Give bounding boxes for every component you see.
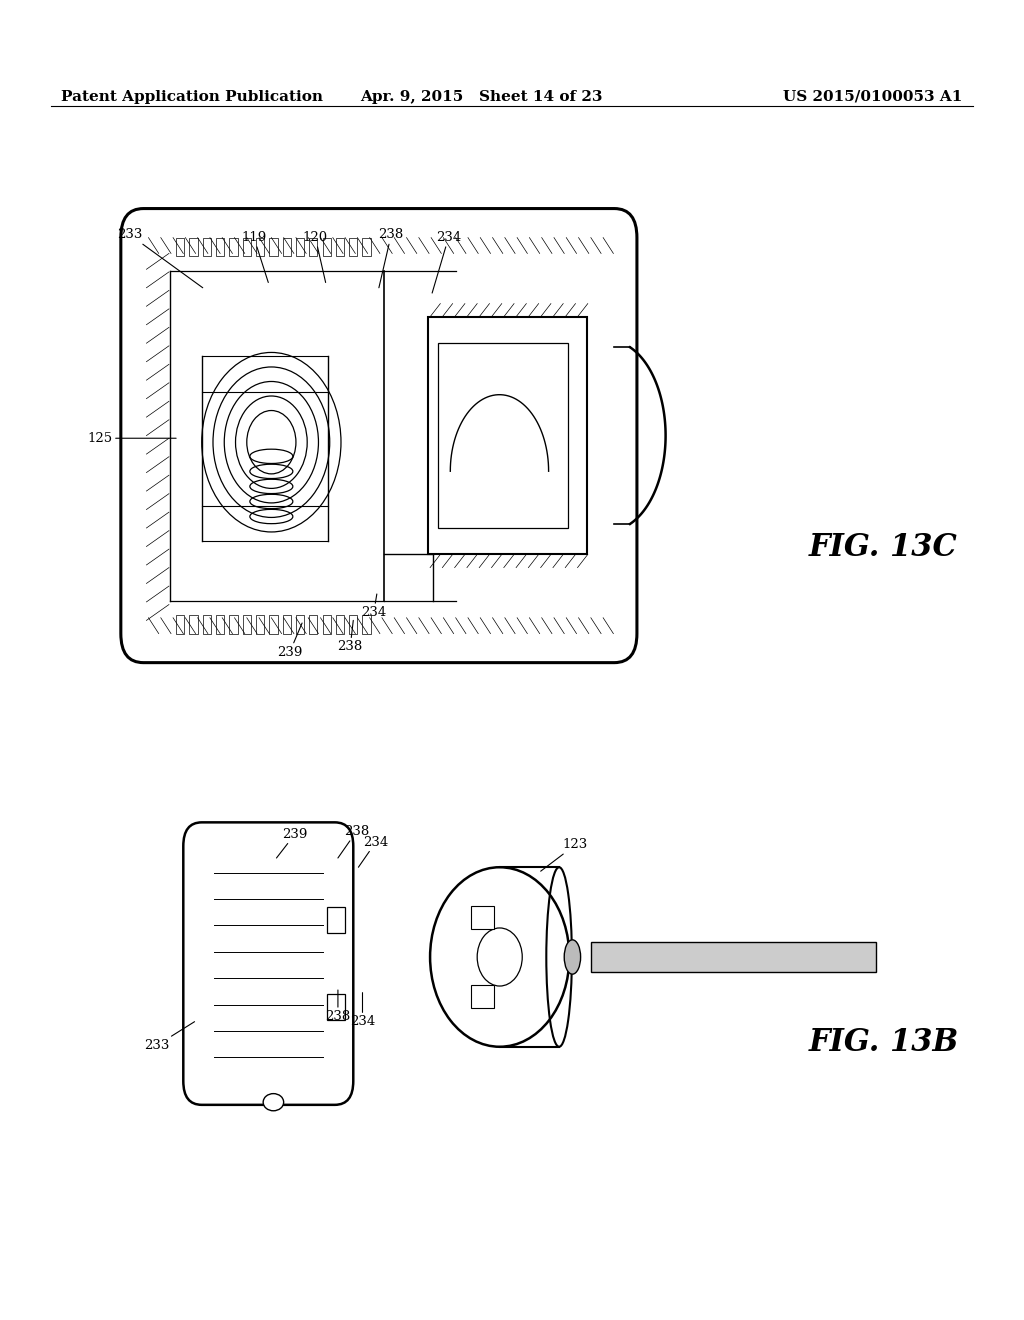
Bar	[309, 615, 317, 634]
Bar	[296, 238, 304, 256]
Bar	[471, 906, 494, 929]
Bar	[176, 238, 184, 256]
Bar	[362, 238, 371, 256]
Bar	[189, 238, 198, 256]
Text: 238: 238	[338, 620, 362, 653]
Bar	[323, 238, 331, 256]
Text: 238: 238	[326, 990, 350, 1023]
Bar	[243, 615, 251, 634]
Bar	[327, 907, 345, 933]
Bar	[229, 615, 238, 634]
Bar	[283, 615, 291, 634]
Text: 234: 234	[432, 231, 461, 293]
Text: 233: 233	[144, 1022, 195, 1052]
Bar	[269, 238, 278, 256]
Bar	[243, 238, 251, 256]
Bar	[296, 615, 304, 634]
Text: Apr. 9, 2015   Sheet 14 of 23: Apr. 9, 2015 Sheet 14 of 23	[360, 90, 602, 104]
Bar	[327, 994, 345, 1020]
Text: Patent Application Publication: Patent Application Publication	[61, 90, 324, 104]
Bar	[256, 615, 264, 634]
Ellipse shape	[564, 940, 581, 974]
Text: 120: 120	[303, 231, 328, 282]
Bar	[189, 615, 198, 634]
Text: 119: 119	[242, 231, 268, 282]
Text: 234: 234	[361, 594, 386, 619]
Bar	[336, 615, 344, 634]
Text: 234: 234	[350, 993, 375, 1028]
Bar	[309, 238, 317, 256]
Text: US 2015/0100053 A1: US 2015/0100053 A1	[783, 90, 963, 104]
Bar	[269, 615, 278, 634]
Bar	[349, 615, 357, 634]
Bar	[471, 985, 494, 1008]
Bar	[229, 238, 238, 256]
Bar	[336, 238, 344, 256]
Bar	[216, 615, 224, 634]
Text: 239: 239	[276, 828, 307, 858]
Bar	[203, 238, 211, 256]
Text: 123: 123	[541, 838, 588, 871]
Text: 234: 234	[358, 836, 388, 867]
Bar	[323, 615, 331, 634]
Ellipse shape	[263, 1093, 284, 1110]
Bar	[203, 615, 211, 634]
Bar	[256, 238, 264, 256]
Text: 125: 125	[88, 432, 176, 445]
Bar	[176, 615, 184, 634]
Text: FIG. 13B: FIG. 13B	[809, 1027, 959, 1059]
Text: FIG. 13C: FIG. 13C	[809, 532, 957, 564]
Bar	[591, 942, 876, 972]
Text: 238: 238	[379, 228, 403, 288]
Bar	[362, 615, 371, 634]
Bar	[283, 238, 291, 256]
Bar	[438, 343, 568, 528]
Text: 233: 233	[118, 228, 203, 288]
Text: 239: 239	[278, 623, 302, 659]
Bar	[216, 238, 224, 256]
Text: 238: 238	[338, 825, 369, 858]
Bar	[349, 238, 357, 256]
Bar	[428, 317, 587, 554]
